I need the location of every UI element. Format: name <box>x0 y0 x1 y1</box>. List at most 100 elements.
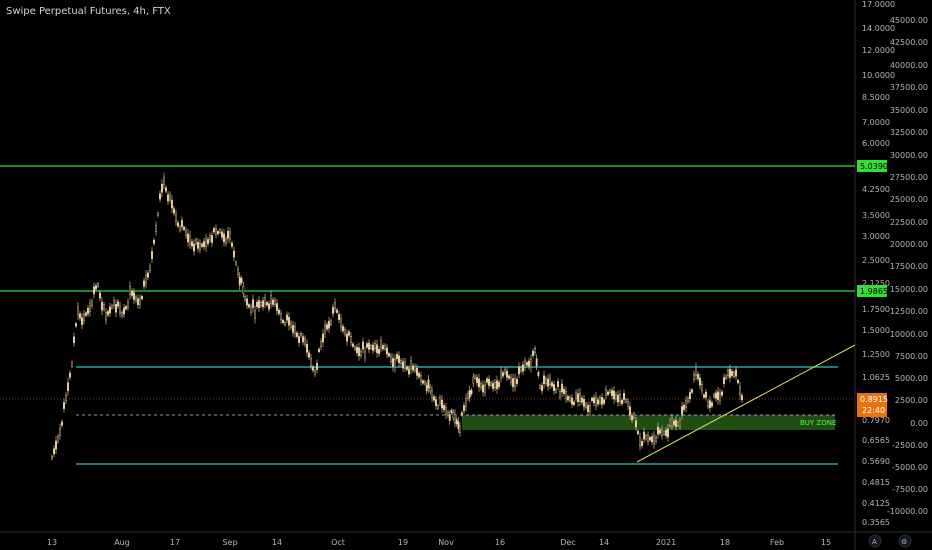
candle-body <box>474 375 476 379</box>
candle-body <box>601 397 603 405</box>
left-price-axis[interactable]: 17.0000 14.0000 12.0000 10.0000 8.5000 7.0000… <box>862 0 895 527</box>
candle-body <box>459 426 461 433</box>
candle-body <box>306 343 308 353</box>
candle-body <box>314 370 316 375</box>
candle-body <box>392 358 394 367</box>
left-axis-tick-label: 1.0625 <box>862 373 890 382</box>
candle-body <box>59 428 61 436</box>
candle-body <box>191 241 193 247</box>
candle-body <box>338 314 340 320</box>
last-price-value: 0.8915 <box>860 395 888 404</box>
auto-scale-label: A <box>872 538 877 546</box>
candle-body <box>537 372 540 377</box>
candle-body <box>615 394 617 400</box>
candle-body <box>402 361 404 369</box>
candle-body <box>452 412 455 419</box>
buy-zone-rect[interactable] <box>462 415 835 430</box>
candle-body <box>663 431 665 435</box>
candle-body <box>649 437 651 441</box>
candle-body <box>583 399 585 407</box>
candle-body <box>496 380 498 390</box>
left-axis-tick-label: 0.7970 <box>862 416 890 425</box>
candle-body <box>585 403 587 408</box>
candle-body <box>189 235 191 245</box>
candle-body <box>613 390 615 400</box>
candle-body <box>195 239 197 244</box>
candle-body <box>653 435 655 445</box>
candle-body <box>207 239 209 245</box>
candle-body <box>510 376 512 383</box>
candle-body <box>115 304 117 313</box>
candle-body <box>135 296 137 301</box>
candle-body <box>370 345 372 349</box>
right-axis-tick-label: 30000.00 <box>890 151 928 160</box>
candle-body <box>677 422 679 426</box>
left-axis-tick-label: 1.7500 <box>862 305 890 314</box>
candle-body <box>647 434 649 442</box>
candle-body <box>673 420 675 425</box>
candle-body <box>651 436 653 443</box>
candle-body <box>617 394 619 403</box>
candle-body <box>53 448 55 455</box>
chart-settings-button[interactable]: ⚙ <box>898 534 912 548</box>
candle-body <box>581 397 583 403</box>
candle-body <box>631 415 633 421</box>
candle-body <box>516 379 518 384</box>
candle-body <box>83 313 85 321</box>
candle-body <box>113 299 115 306</box>
candle-body <box>91 301 93 307</box>
candle-body <box>563 388 565 394</box>
candle-body <box>699 377 701 386</box>
candle-body <box>326 324 328 330</box>
candle-body <box>149 265 151 271</box>
left-axis-tick-label: 0.3565 <box>862 518 890 527</box>
candle-body <box>364 350 366 359</box>
candle-body <box>250 306 252 313</box>
left-axis-tick-label: 0.5690 <box>862 457 890 466</box>
left-axis-tick-label: 0.4125 <box>862 499 890 508</box>
candle-body <box>429 387 432 392</box>
candle-body <box>302 336 304 343</box>
candle-body <box>63 402 65 409</box>
auto-scale-button[interactable]: A <box>868 534 882 548</box>
right-axis-tick-label: -10000.00 <box>887 507 928 516</box>
candle-body <box>595 396 597 406</box>
candle-body <box>67 382 69 391</box>
candle-body <box>731 371 733 376</box>
candle-body <box>57 436 59 442</box>
candle-body <box>627 401 629 407</box>
candle-body <box>109 306 111 314</box>
candle-body <box>431 390 433 398</box>
time-axis-tick-label: 19 <box>398 538 408 547</box>
candle-body <box>530 359 532 368</box>
left-axis-tick-label: 3.5000 <box>862 211 890 220</box>
candle-body <box>518 366 520 375</box>
candle-body <box>733 372 735 377</box>
time-axis-tick-label: 15 <box>821 538 831 547</box>
candle-body <box>163 177 165 185</box>
candle-body <box>252 299 254 308</box>
candle-body <box>197 241 199 249</box>
candle-body <box>506 370 508 378</box>
right-price-axis[interactable]: 45000.00 42500.00 40000.00 37500.00 35000.00… <box>887 16 928 516</box>
lower-resistance-badge: 1.9865 <box>857 285 888 297</box>
candle-body <box>591 397 593 402</box>
candle-body <box>316 363 318 370</box>
candle-body <box>522 364 524 372</box>
candle-body <box>217 231 219 235</box>
time-axis[interactable]: 13 Aug 17 Sep 14 Oct 19 Nov 16 Dec 14 2021 18 Feb 15 <box>47 538 831 547</box>
candle-body <box>258 300 260 309</box>
candle-body <box>215 228 217 235</box>
candle-body <box>739 386 741 396</box>
candle-body <box>117 301 119 307</box>
right-axis-tick-label: 42500.00 <box>890 38 928 47</box>
candle-body <box>455 419 458 425</box>
candle-body <box>500 370 502 379</box>
ascending-trendline[interactable] <box>636 344 856 463</box>
candle-body <box>185 230 187 236</box>
candle-body <box>427 379 430 389</box>
candle-body <box>201 243 203 247</box>
candle-body <box>169 194 171 201</box>
candle-body <box>161 183 163 193</box>
